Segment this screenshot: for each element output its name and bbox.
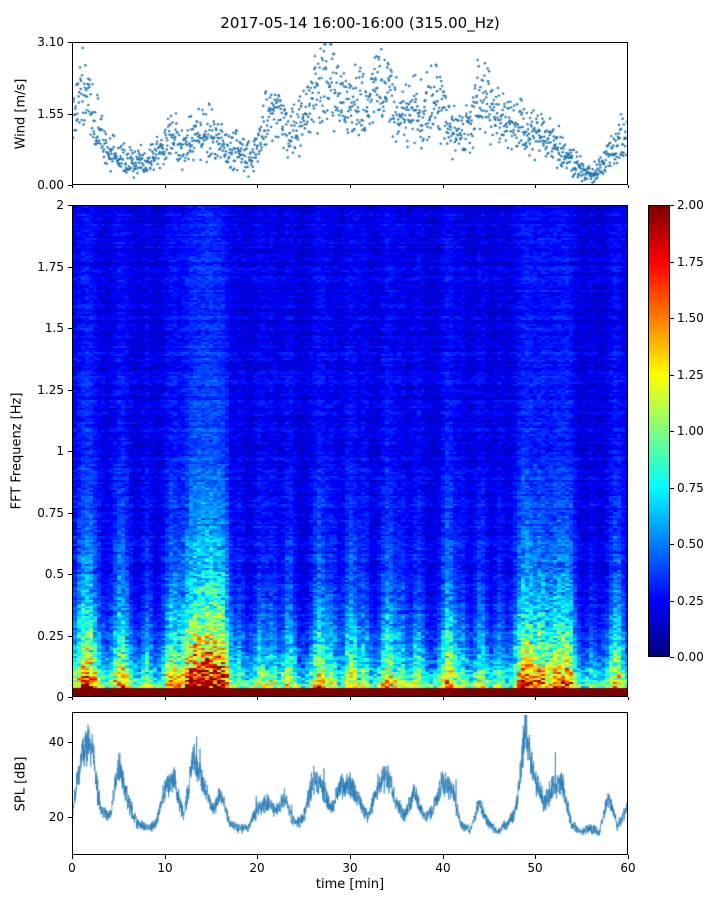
wind-ytick-label: 1.55 bbox=[37, 107, 64, 121]
xtick-mark bbox=[443, 855, 444, 859]
x-axis-label: time [min] bbox=[315, 877, 385, 892]
wind-ytick-mark bbox=[68, 185, 72, 186]
spec-xtick-mark bbox=[165, 697, 166, 700]
spectrogram-subplot bbox=[72, 205, 628, 697]
spl-ylabel: SPL [dB] bbox=[13, 756, 29, 812]
spl-line-canvas bbox=[73, 713, 627, 854]
wind-ytick-label: 0.00 bbox=[37, 178, 64, 192]
spec-xtick-mark bbox=[350, 697, 351, 700]
wind-xtick-mark bbox=[72, 185, 73, 188]
spectrogram-canvas bbox=[73, 206, 627, 696]
xtick-mark bbox=[165, 855, 166, 859]
spec-xtick-mark bbox=[257, 697, 258, 700]
spec-ytick-mark bbox=[68, 636, 72, 637]
spec-xtick-mark bbox=[72, 697, 73, 700]
xtick-label: 30 bbox=[342, 861, 358, 875]
spl-ytick-mark bbox=[68, 742, 72, 743]
xtick-label: 60 bbox=[620, 861, 636, 875]
xtick-label: 0 bbox=[68, 861, 76, 875]
wind-ytick-label: 3.10 bbox=[37, 35, 64, 49]
spec-ytick-label: 1 bbox=[56, 444, 64, 458]
cbar-tick-label: 0.25 bbox=[677, 594, 704, 608]
spl-ytick-mark bbox=[68, 817, 72, 818]
cbar-tick-mark bbox=[670, 262, 674, 263]
wind-xtick-mark bbox=[443, 185, 444, 188]
spec-ytick-mark bbox=[68, 328, 72, 329]
cbar-tick-mark bbox=[670, 205, 674, 206]
wind-xtick-mark bbox=[350, 185, 351, 188]
spec-ytick-mark bbox=[68, 390, 72, 391]
spec-ytick-label: 1.5 bbox=[44, 321, 64, 335]
spec-ytick-mark bbox=[68, 451, 72, 452]
xtick-label: 10 bbox=[157, 861, 173, 875]
spec-ytick-label: 0.5 bbox=[44, 567, 64, 581]
spec-xtick-mark bbox=[443, 697, 444, 700]
wind-ytick-mark bbox=[68, 42, 72, 43]
cbar-tick-label: 0.75 bbox=[677, 481, 704, 495]
spec-xtick-mark bbox=[535, 697, 536, 700]
cbar-tick-mark bbox=[670, 657, 674, 658]
colorbar bbox=[648, 205, 670, 657]
spec-ytick-mark bbox=[68, 205, 72, 206]
spec-ytick-mark bbox=[68, 513, 72, 514]
spec-xtick-mark bbox=[628, 697, 629, 700]
colorbar-canvas bbox=[649, 206, 669, 656]
spec-ytick-mark bbox=[68, 697, 72, 698]
cbar-tick-label: 0.50 bbox=[677, 537, 704, 551]
spec-ytick-mark bbox=[68, 574, 72, 575]
wind-xtick-mark bbox=[535, 185, 536, 188]
xtick-label: 20 bbox=[249, 861, 265, 875]
cbar-tick-label: 1.50 bbox=[677, 311, 704, 325]
xtick-label: 40 bbox=[435, 861, 451, 875]
xtick-label: 50 bbox=[527, 861, 543, 875]
cbar-tick-mark bbox=[670, 318, 674, 319]
cbar-tick-mark bbox=[670, 601, 674, 602]
spec-ytick-label: 0.75 bbox=[37, 506, 64, 520]
spec-ytick-label: 1.75 bbox=[37, 260, 64, 274]
cbar-tick-mark bbox=[670, 488, 674, 489]
xtick-mark bbox=[257, 855, 258, 859]
xtick-mark bbox=[72, 855, 73, 859]
cbar-tick-mark bbox=[670, 375, 674, 376]
xtick-mark bbox=[535, 855, 536, 859]
spec-ytick-label: 2 bbox=[56, 198, 64, 212]
xtick-mark bbox=[628, 855, 629, 859]
wind-subplot bbox=[72, 42, 628, 185]
spl-subplot bbox=[72, 712, 628, 855]
wind-xtick-mark bbox=[257, 185, 258, 188]
spl-ytick-label: 40 bbox=[48, 735, 64, 749]
xtick-mark bbox=[350, 855, 351, 859]
cbar-tick-label: 0.00 bbox=[677, 650, 704, 664]
cbar-tick-label: 1.75 bbox=[677, 255, 704, 269]
spec-ytick-label: 1.25 bbox=[37, 383, 64, 397]
spec-ytick-label: 0.25 bbox=[37, 629, 64, 643]
figure-title: 2017-05-14 16:00-16:00 (315.00_Hz) bbox=[220, 14, 500, 32]
cbar-tick-label: 1.00 bbox=[677, 424, 704, 438]
cbar-tick-label: 2.00 bbox=[677, 198, 704, 212]
wind-xtick-mark bbox=[165, 185, 166, 188]
cbar-tick-label: 1.25 bbox=[677, 368, 704, 382]
spec-ytick-mark bbox=[68, 267, 72, 268]
wind-ytick-mark bbox=[68, 114, 72, 115]
wind-scatter-canvas bbox=[73, 43, 627, 184]
cbar-tick-mark bbox=[670, 544, 674, 545]
spec-ytick-label: 0 bbox=[56, 690, 64, 704]
spl-ytick-label: 20 bbox=[48, 810, 64, 824]
cbar-tick-mark bbox=[670, 431, 674, 432]
wind-xtick-mark bbox=[628, 185, 629, 188]
